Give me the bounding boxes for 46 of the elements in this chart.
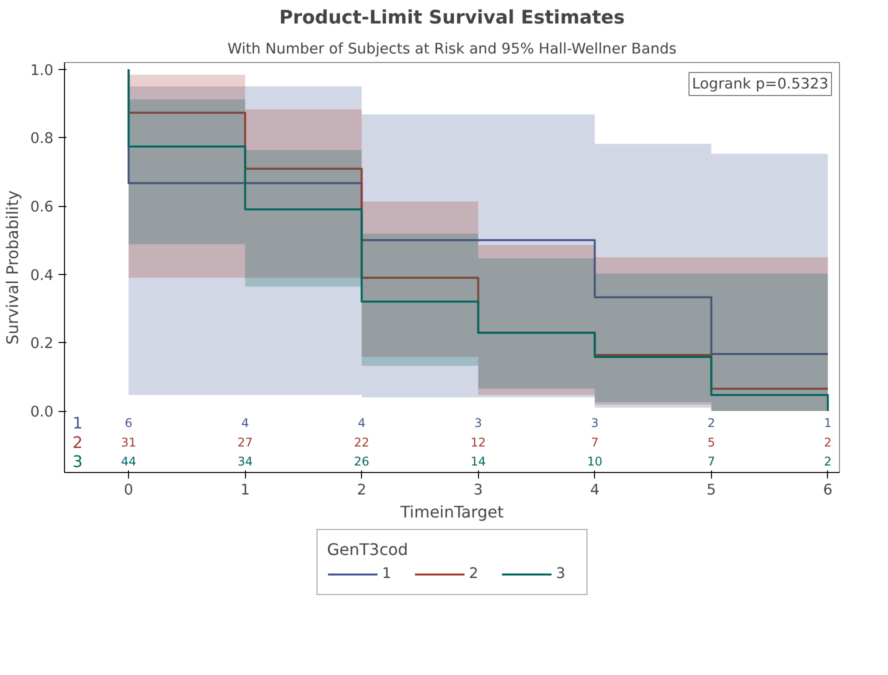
x-axis-title: TimeinTarget: [399, 502, 504, 522]
annotation: 4: [358, 416, 366, 430]
x-tick-label: 6: [823, 482, 833, 498]
legend-title: GenT3cod: [327, 540, 410, 558]
annotation: 3: [474, 416, 482, 430]
annotation: 6: [124, 416, 132, 430]
x-tick-label: 4: [590, 482, 600, 498]
annotation: 7: [590, 435, 599, 450]
annotation: 10: [587, 454, 602, 468]
text: 1: [72, 414, 83, 433]
x-tick-label: 2: [357, 482, 366, 498]
y-axis-title: Survival Probability: [3, 190, 22, 345]
annotation: 34: [238, 454, 253, 468]
annotation: 44: [120, 454, 136, 468]
y-tick-label: 0.0: [30, 404, 54, 420]
annotation: 3: [590, 416, 599, 430]
y-tick-label: 0.2: [30, 335, 54, 352]
annotation: 12: [470, 435, 486, 450]
y-tick-label: 1.0: [30, 62, 54, 79]
annotation: 2: [707, 416, 716, 430]
chart-subtitle: With Number of Subjects at Risk and 95% Hall-Wellner Bands: [227, 40, 677, 58]
annotation: 5: [707, 435, 716, 450]
annotation: 27: [238, 435, 253, 450]
legend-label: 1: [382, 565, 392, 582]
x-tick-label: 3: [474, 482, 483, 498]
annotation: 22: [354, 435, 370, 450]
annotation: 26: [354, 454, 370, 468]
x-tick-label: 1: [240, 482, 250, 498]
annotation: 2: [824, 435, 832, 450]
annotation: 4: [241, 416, 249, 430]
annotation: 2: [824, 454, 832, 468]
y-tick-label: 0.6: [30, 198, 54, 216]
annotation: 1: [824, 416, 832, 430]
annotation: 7: [707, 454, 716, 468]
x-tick-label: 0: [124, 482, 134, 498]
annotation: 31: [120, 435, 136, 450]
annotation: 14: [470, 454, 486, 468]
x-tick-label: 5: [706, 482, 716, 498]
legend-label: 3: [556, 565, 566, 582]
text: 3: [72, 452, 83, 471]
chart-title: Product-Limit Survival Estimates: [279, 8, 625, 28]
legend-label: 2: [469, 565, 480, 582]
text: 2: [72, 432, 83, 452]
annotation: Logrank p=0.5323: [692, 76, 829, 92]
y-tick-label: 0.8: [30, 130, 54, 148]
y-tick-label: 0.4: [30, 266, 54, 284]
